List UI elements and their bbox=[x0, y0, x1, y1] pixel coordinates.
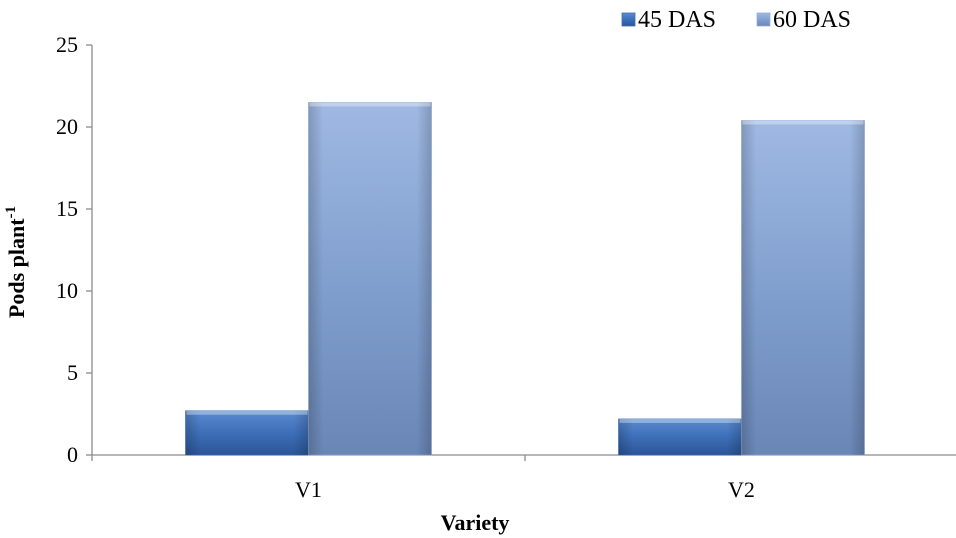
bar-top-highlight bbox=[309, 102, 431, 107]
bar-top-highlight bbox=[742, 120, 864, 125]
bar-top-highlight bbox=[619, 418, 741, 423]
bar bbox=[308, 102, 432, 456]
legend-label: 60 DAS bbox=[773, 7, 851, 33]
y-axis-title-superscript: -1 bbox=[3, 206, 19, 219]
legend: 45 DAS 60 DAS bbox=[621, 7, 851, 33]
y-tick-label: 15 bbox=[56, 196, 78, 221]
bar bbox=[185, 410, 309, 456]
y-tick-label: 5 bbox=[67, 360, 78, 385]
x-axis-title: Variety bbox=[441, 510, 510, 535]
y-tick-label: 20 bbox=[56, 114, 78, 139]
legend-swatch bbox=[621, 12, 636, 27]
x-tick-label: V2 bbox=[728, 477, 755, 502]
bar bbox=[618, 418, 742, 456]
y-axis-title: Pods plant-1 bbox=[3, 206, 29, 318]
bar bbox=[741, 120, 865, 456]
y-tick-label: 25 bbox=[56, 32, 78, 57]
legend-swatch bbox=[756, 12, 771, 27]
plot-area: 0 5 10 15 20 25 V1 V2 bbox=[56, 32, 956, 502]
bars bbox=[185, 102, 865, 456]
bar-shade bbox=[308, 102, 432, 456]
bar-top-highlight bbox=[186, 410, 308, 415]
legend-label: 45 DAS bbox=[638, 7, 716, 33]
y-tick-label: 0 bbox=[67, 442, 78, 467]
y-tick-label: 10 bbox=[56, 278, 78, 303]
bar-shade bbox=[741, 120, 865, 455]
x-tick-label: V1 bbox=[295, 477, 322, 502]
legend-item: 60 DAS bbox=[756, 7, 851, 33]
x-axis: V1 V2 bbox=[91, 454, 956, 502]
y-axis: 0 5 10 15 20 25 bbox=[56, 32, 93, 467]
bar-shade bbox=[618, 418, 742, 455]
legend-item: 45 DAS bbox=[621, 7, 716, 33]
bar-shade bbox=[185, 410, 309, 455]
